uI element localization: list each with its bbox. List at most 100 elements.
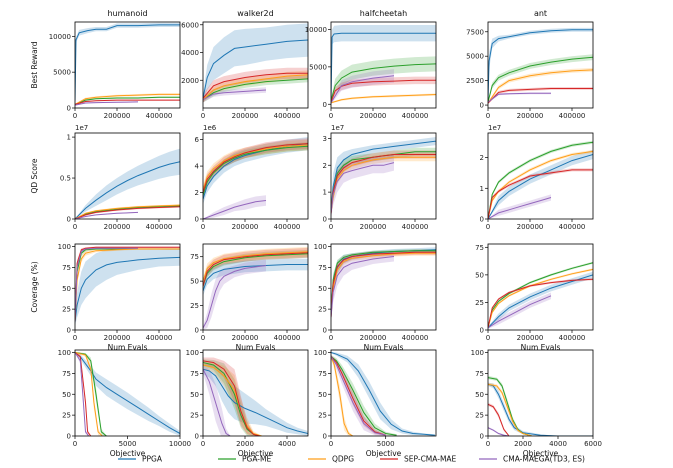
panel-2-3: 0 200000 400000 0 25 50 75 Num Evals (475, 243, 594, 352)
band-ppga (75, 249, 180, 326)
x-tick-label: 0 (201, 112, 205, 120)
x-tick-label: 200000 (517, 223, 544, 231)
series-line-sep-cma-mae (331, 154, 436, 214)
band-pga-me (488, 54, 593, 105)
panel-title: humanoid (107, 9, 147, 18)
series-line-sep-cma-mae (488, 403, 510, 436)
y-tick-label: 6000 (181, 21, 199, 29)
series-line-cma-maega-td3-es- (75, 101, 139, 106)
series-line-pga-me (331, 63, 436, 101)
plot-area (203, 137, 308, 219)
y-axis-label: QD Score (30, 158, 39, 193)
y-tick-label: 50 (62, 391, 71, 399)
y-tick-label: 2 (480, 154, 484, 162)
x-tick-label: 200000 (517, 112, 544, 120)
series-line-qdpg (203, 251, 308, 282)
x-axis-label: Objective (366, 449, 402, 458)
y-tick-label: 0 (67, 105, 71, 113)
y-tick-label: 0 (67, 327, 71, 335)
y-tick-label: 75 (190, 370, 199, 378)
series-line-ppga (331, 352, 435, 436)
y-tick-label: 0 (480, 433, 484, 441)
axes-frame (202, 243, 309, 331)
band-qdpg (75, 93, 180, 106)
y-tick-label: 75 (190, 253, 199, 261)
band-pga-me (203, 359, 260, 436)
y-tick-label: 10000 (49, 33, 71, 41)
panel-0-0: 0 200000 400000 0 5000 10000 humanoid Best Rewa… (30, 9, 181, 120)
x-tick-label: 4000 (549, 440, 567, 448)
y-tick-label: 0 (67, 433, 71, 441)
y-tick-label: 2000 (181, 77, 199, 85)
x-tick-label: 400000 (146, 223, 173, 231)
legend-item-ppga: PPGA (118, 455, 163, 464)
y-tick-label: 3 (323, 135, 327, 143)
legend-label: QDPG (332, 455, 354, 464)
band-ppga (203, 258, 308, 296)
y-tick-label: 0 (67, 216, 71, 224)
band-cma-maega-td3-es- (203, 259, 266, 330)
series-line-cma-maega-td3-es- (203, 200, 267, 219)
x-tick-label: 0 (73, 334, 77, 342)
series-line-ppga (203, 264, 308, 292)
band-cma-maega-td3-es- (331, 154, 394, 219)
series-line-sep-cma-mae (331, 356, 386, 436)
series-line-cma-maega-td3-es- (203, 89, 267, 101)
x-axis-label: Num Evals (521, 343, 561, 352)
x-tick-label: 4000 (278, 440, 296, 448)
x-tick-label: 400000 (274, 112, 301, 120)
series-line-cma-maega-td3-es- (488, 92, 551, 103)
x-tick-label: 400000 (146, 112, 173, 120)
y-tick-label: 0 (195, 433, 199, 441)
x-tick-label: 0 (201, 334, 205, 342)
series-line-cma-maega-td3-es- (75, 247, 138, 322)
band-qdpg (203, 361, 262, 436)
plot-area (488, 375, 593, 436)
series-line-cma-maega-td3-es- (488, 427, 510, 436)
x-tick-label: 2000 (514, 440, 532, 448)
series-line-qdpg (488, 268, 593, 328)
series-line-qdpg (331, 356, 354, 436)
legend-label: CMA-MAEGA(TD3, ES) (503, 455, 585, 464)
y-tick-label: 5000 (309, 63, 327, 71)
series-line-pga-me (488, 262, 593, 328)
plot-area (203, 246, 308, 330)
x-tick-label: 0 (486, 112, 490, 120)
series-line-qdpg (488, 383, 532, 436)
series-line-qdpg (203, 364, 262, 436)
x-tick-label: 400000 (274, 334, 301, 342)
series-line-cma-maega-td3-es- (488, 295, 552, 329)
y-tick-label: 50 (318, 285, 327, 293)
axes-frame (330, 21, 437, 109)
y-tick-label: 25 (190, 302, 199, 310)
panel-2-0: 0 200000 400000 0 25 50 75 100 Coverage (%) Num E… (30, 243, 181, 352)
panel-title: halfcheetah (360, 9, 407, 18)
band-ppga (488, 271, 593, 329)
x-tick-label: 2000 (236, 440, 254, 448)
x-axis-label: Objective (110, 449, 146, 458)
legend-item-sep-cma-mae: SEP-CMA-MAE (380, 455, 457, 464)
series-line-ppga (75, 352, 180, 434)
series-line-qdpg (203, 74, 308, 101)
series-line-sep-cma-mae (75, 352, 92, 436)
series-line-pga-me (488, 141, 593, 219)
x-tick-label: 0 (329, 223, 333, 231)
y-tick-label: 25 (475, 412, 484, 420)
x-tick-label: 6000 (584, 440, 602, 448)
band-sep-cma-mae (203, 357, 260, 436)
y-tick-label: 10000 (305, 26, 327, 34)
series-line-cma-maega-td3-es- (203, 368, 231, 436)
axes-frame (330, 132, 437, 220)
y-tick-label: 0 (323, 101, 327, 109)
axis-offset-label: 1e7 (331, 124, 344, 132)
series-line-ppga (331, 140, 436, 211)
y-tick-label: 1 (480, 185, 484, 193)
series-line-ppga (331, 32, 436, 101)
x-tick-label: 5000 (119, 440, 137, 448)
x-tick-label: 400000 (402, 334, 429, 342)
x-axis-label: Objective (523, 449, 559, 458)
y-tick-label: 4 (195, 163, 200, 171)
panel-title: walker2d (237, 9, 273, 18)
band-qdpg (488, 67, 593, 105)
